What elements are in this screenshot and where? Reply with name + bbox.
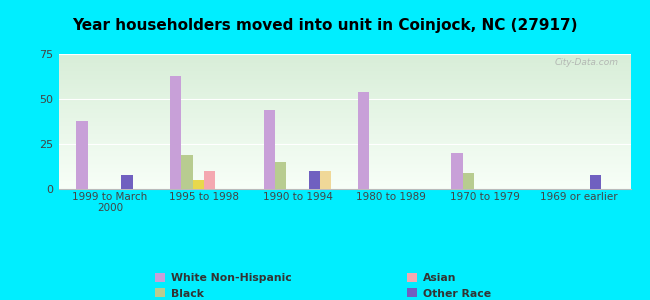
Bar [170,76,181,189]
Bar [358,92,369,189]
Bar [309,171,320,189]
Bar [181,155,192,189]
Bar [463,173,474,189]
Legend: White Non-Hispanic, Black, American Indian and Alaska Native, Asian, Other Race,: White Non-Hispanic, Black, American Indi… [155,273,534,300]
Bar [451,153,463,189]
Bar [320,171,332,189]
Bar [204,171,215,189]
Bar [590,175,601,189]
Bar [192,180,204,189]
Text: City-Data.com: City-Data.com [555,58,619,67]
Text: Year householders moved into unit in Coinjock, NC (27917): Year householders moved into unit in Coi… [72,18,578,33]
Bar [76,121,88,189]
Bar [122,175,133,189]
Bar [275,162,287,189]
Bar [264,110,275,189]
